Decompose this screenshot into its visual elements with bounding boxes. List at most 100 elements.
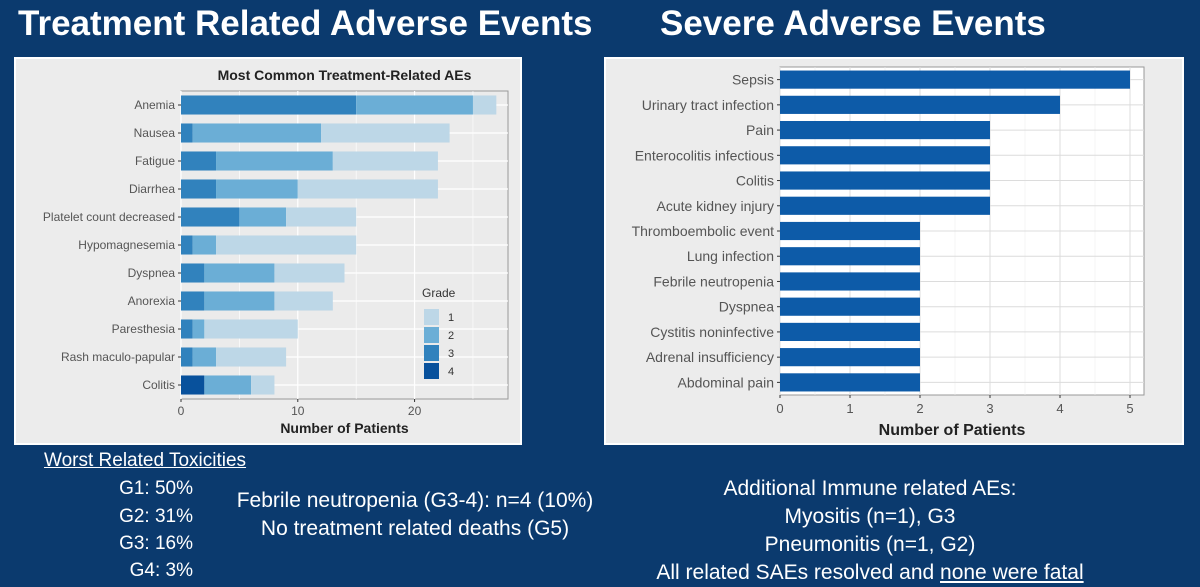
x-tick-label: 0 <box>178 404 185 418</box>
legend-swatch-grade-2 <box>424 327 439 343</box>
severe-aes-chart: Sepsis Urinary tract infection Pain Enteroc… <box>632 66 1145 439</box>
bar-acute-kidney-injury <box>780 196 990 215</box>
bar-dyspnea-grade-3 <box>181 263 205 283</box>
febrile-line: Febrile neutropenia (G3-4): n=4 (10%) <box>236 489 594 512</box>
immune-aes-note: Additional Immune related AEs: Myositis … <box>620 475 1120 587</box>
severe-aes-chart-panel: Sepsis Urinary tract infection Pain Enteroc… <box>604 57 1184 445</box>
x-tick-label: 2 <box>916 401 923 416</box>
bar-fatigue-grade-1 <box>332 151 438 171</box>
category-label-fatigue: Fatigue <box>135 154 175 168</box>
legend-swatch-grade-3 <box>424 345 439 361</box>
grade-3-percent: G3: 16% <box>119 533 193 554</box>
bar-rash-maculo-papular-grade-1 <box>216 347 287 367</box>
category-label-anemia: Anemia <box>134 98 175 112</box>
category-label-abdominal-pain: Abdominal pain <box>677 374 774 390</box>
bar-colitis <box>780 171 990 190</box>
bar-adrenal-insufficiency <box>780 348 920 367</box>
x-axis-title: Number of Patients <box>879 422 1026 439</box>
bar-diarrhea-grade-2 <box>216 179 298 199</box>
category-label-acute-kidney-injury: Acute kidney injury <box>656 198 774 214</box>
right-section-title: Severe Adverse Events <box>660 4 1046 43</box>
bar-platelet-count-decreased-grade-3 <box>181 207 240 227</box>
grade-4-percent: G4: 3% <box>129 560 193 581</box>
bar-urinary-tract-infection <box>780 95 1060 114</box>
legend-title: Grade <box>422 286 456 300</box>
bar-anemia-grade-1 <box>472 95 497 115</box>
x-tick-label: 3 <box>986 401 993 416</box>
category-label-hypomagnesemia: Hypomagnesemia <box>78 238 175 252</box>
category-label-diarrhea: Diarrhea <box>129 182 175 196</box>
none-fatal-text: none were fatal <box>940 561 1084 584</box>
bar-nausea-grade-2 <box>192 123 322 143</box>
category-label-cystitis-noninfective: Cystitis noninfective <box>650 324 774 340</box>
bar-cystitis-noninfective <box>780 322 920 342</box>
category-label-sepsis: Sepsis <box>732 72 774 88</box>
sae-resolved-text: All related SAEs resolved and <box>656 561 941 584</box>
legend-swatch-grade-1 <box>424 309 439 325</box>
pneumonitis-line: Pneumonitis (n=1, G2) <box>764 533 976 556</box>
legend-label-grade-4: 4 <box>448 366 454 378</box>
bar-enterocolitis-infectious <box>780 146 990 165</box>
bar-hypomagnesemia-grade-1 <box>216 235 357 255</box>
category-label-platelet-count-decreased: Platelet count decreased <box>43 210 175 224</box>
bar-colitis-grade-1 <box>251 375 275 395</box>
category-label-dyspnea: Dyspnea <box>128 266 176 280</box>
bar-paresthesia-grade-3 <box>181 319 193 339</box>
bar-lung-infection <box>780 247 920 266</box>
bar-fatigue-grade-3 <box>181 151 217 171</box>
bar-hypomagnesemia-grade-3 <box>181 235 193 255</box>
x-tick-label: 1 <box>846 401 853 416</box>
x-tick-label: 10 <box>291 404 305 418</box>
category-label-nausea: Nausea <box>134 126 176 140</box>
immune-heading: Additional Immune related AEs: <box>723 477 1017 500</box>
category-label-colitis: Colitis <box>736 173 774 189</box>
category-label-dyspnea: Dyspnea <box>719 299 774 315</box>
sae-resolved-line: All related SAEs resolved and none were … <box>620 559 1120 587</box>
bar-anorexia-grade-1 <box>274 291 333 311</box>
grade-2-percent: G2: 31% <box>119 506 193 527</box>
category-label-rash-maculo-papular: Rash maculo-papular <box>61 350 175 364</box>
myositis-line: Myositis (n=1), G3 <box>784 505 956 528</box>
bar-thromboembolic-event <box>780 221 920 241</box>
treatment-related-aes-chart: Anemia Nausea Fatigue Diarrhea Platelet coun… <box>43 67 509 436</box>
legend-label-grade-2: 2 <box>448 330 454 342</box>
no-deaths-line: No treatment related deaths (G5) <box>260 517 570 540</box>
category-label-colitis: Colitis <box>142 378 175 392</box>
treatment-related-aes-chart-panel: Anemia Nausea Fatigue Diarrhea Platelet coun… <box>14 57 522 445</box>
x-tick-label: 5 <box>1126 401 1133 416</box>
bar-paresthesia-grade-2 <box>192 319 205 339</box>
bar-nausea-grade-1 <box>321 123 450 143</box>
legend-label-grade-3: 3 <box>448 348 454 360</box>
category-label-adrenal-insufficiency: Adrenal insufficiency <box>646 349 774 365</box>
bar-pain <box>780 120 990 140</box>
x-tick-label: 4 <box>1056 401 1063 416</box>
bar-platelet-count-decreased-grade-2 <box>239 207 287 227</box>
febrile-neutropenia-note: Febrile neutropenia (G3-4): n=4 (10%) No… <box>195 487 635 543</box>
x-axis-title: Number of Patients <box>280 420 409 436</box>
x-tick-label: 0 <box>776 401 783 416</box>
category-label-lung-infection: Lung infection <box>687 248 774 264</box>
bar-fatigue-grade-2 <box>216 151 333 171</box>
bar-anorexia-grade-3 <box>181 291 205 311</box>
bar-anemia-grade-3 <box>181 95 357 115</box>
bar-platelet-count-decreased-grade-1 <box>286 207 357 227</box>
category-label-thromboembolic-event: Thromboembolic event <box>632 223 775 239</box>
legend-label-grade-1: 1 <box>448 312 454 324</box>
bar-anemia-grade-2 <box>356 95 473 115</box>
bar-diarrhea-grade-1 <box>297 179 438 199</box>
bar-nausea-grade-3 <box>181 123 193 143</box>
category-label-paresthesia: Paresthesia <box>112 322 176 336</box>
worst-toxicities-heading: Worst Related Toxicities <box>44 450 247 471</box>
legend-swatch-grade-4 <box>424 363 439 379</box>
bar-dyspnea <box>780 297 920 316</box>
bar-paresthesia-grade-1 <box>204 319 298 339</box>
bar-dyspnea-grade-1 <box>274 263 345 283</box>
bar-sepsis <box>780 70 1130 89</box>
category-label-febrile-neutropenia: Febrile neutropenia <box>653 273 774 289</box>
bar-dyspnea-grade-2 <box>204 263 275 283</box>
x-tick-label: 20 <box>408 404 422 418</box>
grade-1-percent: G1: 50% <box>119 478 193 499</box>
chart-title: Most Common Treatment-Related AEs <box>218 67 472 83</box>
bar-rash-maculo-papular-grade-3 <box>181 347 193 367</box>
bar-abdominal-pain <box>780 373 920 392</box>
